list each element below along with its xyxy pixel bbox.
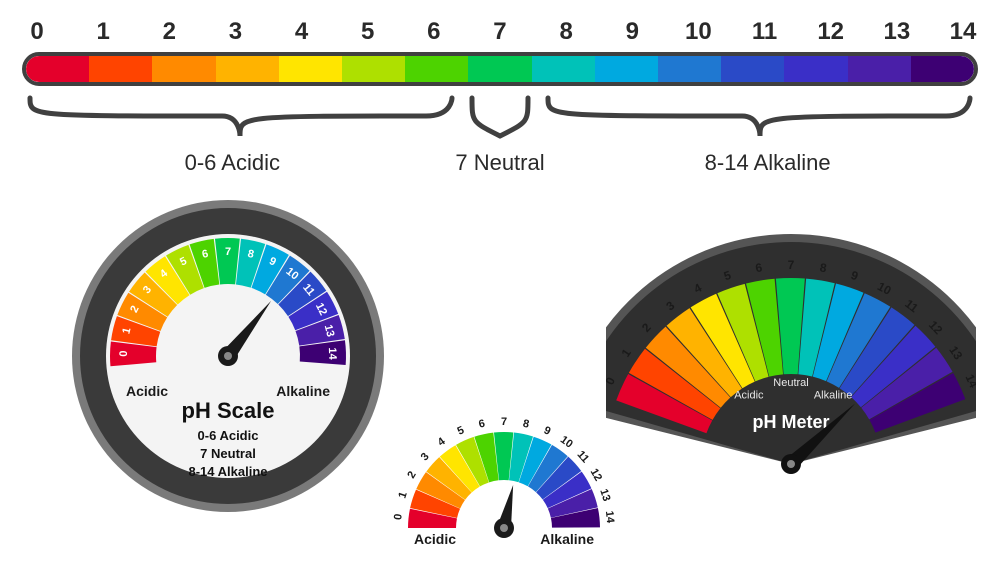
svg-text:pH Scale: pH Scale <box>182 398 275 423</box>
svg-text:0: 0 <box>118 350 130 356</box>
round-gauge: 01234567891011121314AcidicAlkalinepH Sca… <box>68 196 388 516</box>
scale-tick: 11 <box>750 18 780 46</box>
scale-tick: 4 <box>287 18 317 46</box>
scale-tick: 0 <box>22 18 52 46</box>
fan-gauge: 01234567891011121314AcidicNeutralAlkalin… <box>606 226 976 496</box>
svg-text:11: 11 <box>574 449 591 466</box>
scale-tick: 7 <box>485 18 515 46</box>
svg-text:Alkaline: Alkaline <box>814 389 853 401</box>
bar-segment <box>89 56 152 82</box>
scale-tick: 8 <box>551 18 581 46</box>
svg-text:14: 14 <box>326 347 338 360</box>
scale-tick: 9 <box>617 18 647 46</box>
bar-segment <box>279 56 342 82</box>
svg-text:Acidic: Acidic <box>126 383 168 399</box>
arc-gauge: 01234567891011121314AcidicAlkaline <box>384 398 624 548</box>
scale-tick-row: 01234567891011121314 <box>22 18 978 46</box>
svg-text:9: 9 <box>542 424 552 437</box>
svg-text:6: 6 <box>478 418 486 431</box>
svg-text:8-14 Alkaline: 8-14 Alkaline <box>188 464 267 479</box>
svg-text:Acidic: Acidic <box>734 389 764 401</box>
bar-segment <box>26 56 89 82</box>
svg-text:4: 4 <box>436 435 449 449</box>
scale-tick: 5 <box>353 18 383 46</box>
svg-text:3: 3 <box>419 451 432 464</box>
svg-text:Neutral: Neutral <box>773 377 808 389</box>
range-label-row: 0-6 Acidic 7 Neutral 8-14 Alkaline <box>22 150 978 176</box>
svg-text:0-6 Acidic: 0-6 Acidic <box>198 428 259 443</box>
range-alkaline-label: 8-14 Alkaline <box>557 150 978 176</box>
svg-text:7 Neutral: 7 Neutral <box>200 446 256 461</box>
bar-segment <box>595 56 658 82</box>
range-braces <box>22 92 978 146</box>
svg-text:7: 7 <box>788 258 795 272</box>
svg-text:8: 8 <box>522 418 530 431</box>
scale-tick: 13 <box>882 18 912 46</box>
scale-tick: 6 <box>419 18 449 46</box>
bar-segment <box>911 56 974 82</box>
bar-segment <box>721 56 784 82</box>
svg-text:Alkaline: Alkaline <box>540 531 594 547</box>
bar-segment <box>532 56 595 82</box>
svg-text:0: 0 <box>392 513 405 520</box>
bar-segment <box>658 56 721 82</box>
svg-text:1: 1 <box>396 490 409 500</box>
bar-segment <box>784 56 847 82</box>
svg-text:2: 2 <box>405 469 418 480</box>
scale-tick: 3 <box>220 18 250 46</box>
ph-color-bar <box>22 52 978 86</box>
bar-segment <box>468 56 531 82</box>
bar-segment <box>848 56 911 82</box>
scale-tick: 2 <box>154 18 184 46</box>
scale-tick: 14 <box>948 18 978 46</box>
svg-text:7: 7 <box>225 246 231 258</box>
svg-text:12: 12 <box>588 467 605 484</box>
svg-text:Acidic: Acidic <box>414 531 456 547</box>
svg-text:7: 7 <box>501 416 507 428</box>
range-acidic-label: 0-6 Acidic <box>22 150 443 176</box>
bar-segment <box>405 56 468 82</box>
bar-segment <box>152 56 215 82</box>
range-neutral-label: 7 Neutral <box>443 150 558 176</box>
svg-text:14: 14 <box>603 510 616 524</box>
scale-tick: 10 <box>683 18 713 46</box>
scale-tick: 12 <box>816 18 846 46</box>
bar-segment <box>216 56 279 82</box>
svg-text:Alkaline: Alkaline <box>276 383 330 399</box>
svg-text:pH Meter: pH Meter <box>752 412 829 432</box>
bar-segment <box>342 56 405 82</box>
svg-text:10: 10 <box>558 434 575 451</box>
scale-tick: 1 <box>88 18 118 46</box>
svg-text:5: 5 <box>456 424 466 437</box>
